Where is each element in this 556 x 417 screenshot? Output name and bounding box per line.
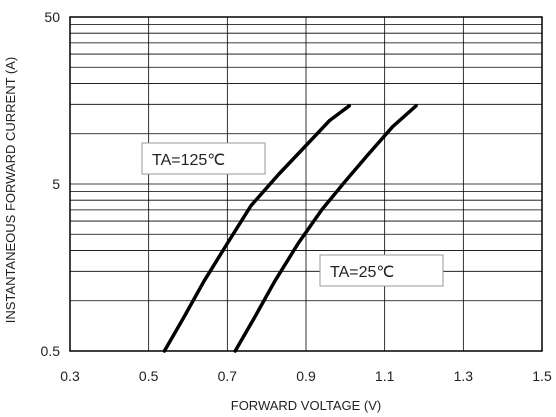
annotation-label: TA=125℃	[152, 152, 225, 169]
annotation-box	[141, 142, 266, 175]
x-tick-label: 0.7	[218, 368, 238, 384]
x-tick-label: 1.5	[532, 368, 552, 384]
data-curves	[162, 104, 418, 353]
y-tick-label: 0.5	[41, 343, 61, 359]
x-tick-label: 1.1	[375, 368, 395, 384]
annotation-box	[319, 254, 444, 287]
y-tick-labels: 0.5 5 50	[41, 9, 61, 359]
x-tick-labels: 0.3 0.5 0.7 0.9 1.1 1.3 1.5	[60, 368, 552, 384]
x-tick-label: 0.3	[60, 368, 80, 384]
annotation-label: TA=25℃	[330, 264, 394, 281]
grid-lines	[69, 16, 543, 352]
y-tick-label: 5	[52, 176, 60, 192]
y-axis-title: INSTANTANEOUS FORWARD CURRENT (A)	[3, 57, 18, 324]
plot-frame	[69, 16, 543, 352]
series-curve-ta25	[233, 104, 418, 353]
x-tick-label: 0.5	[139, 368, 159, 384]
x-tick-label: 0.9	[296, 368, 316, 384]
x-axis-title: FORWARD VOLTAGE (V)	[231, 398, 381, 413]
y-tick-label: 50	[44, 9, 60, 25]
annotations: TA=125℃ TA=25℃	[141, 142, 444, 287]
series-curve-ta125	[162, 104, 352, 353]
x-tick-label: 1.3	[454, 368, 474, 384]
